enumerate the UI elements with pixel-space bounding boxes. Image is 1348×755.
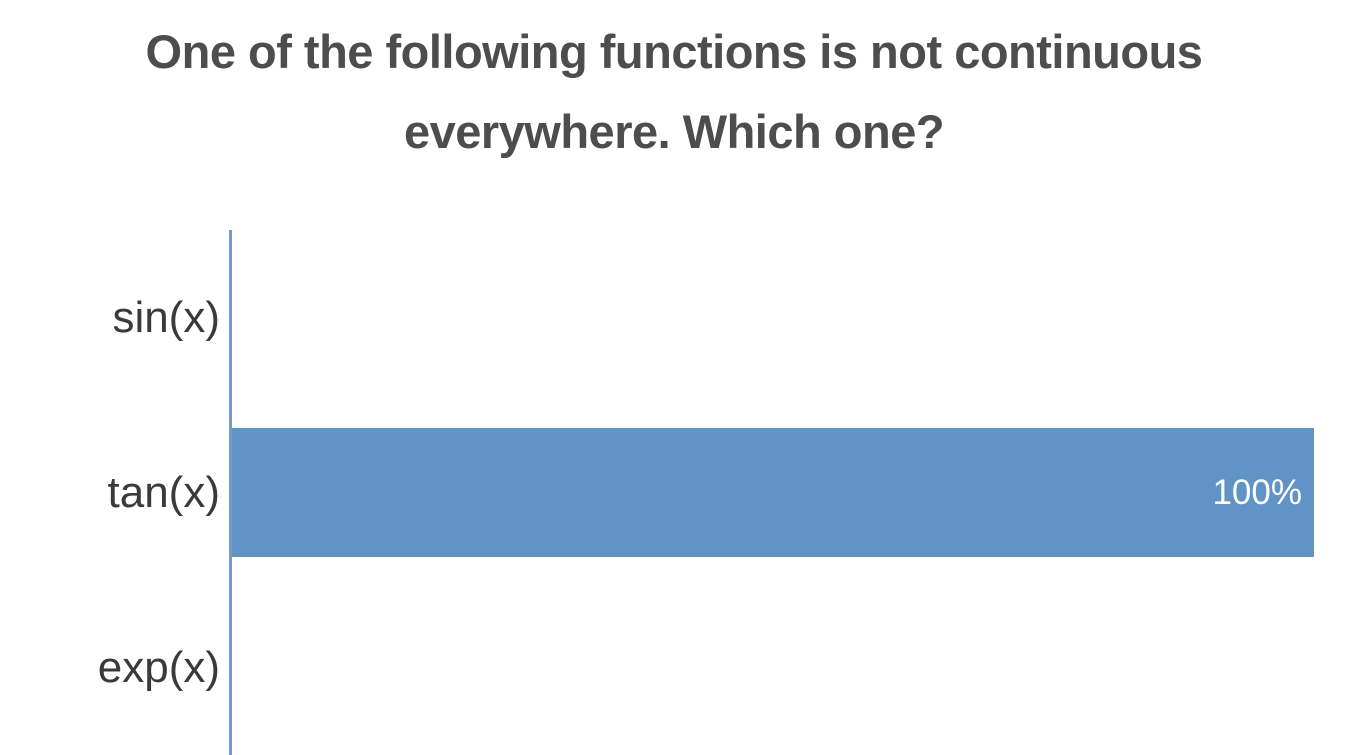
category-label: exp(x): [97, 642, 220, 692]
bar: 100%: [232, 428, 1314, 557]
chart-row: sin(x): [0, 230, 1348, 405]
category-label: sin(x): [112, 292, 220, 342]
bar-track: [232, 253, 1314, 382]
bar-track: [232, 603, 1314, 732]
y-axis-line: [229, 230, 232, 755]
chart-row: exp(x): [0, 580, 1348, 755]
category-label: tan(x): [107, 467, 220, 517]
chart-row: tan(x) 100%: [0, 405, 1348, 580]
value-label: 100%: [1212, 472, 1302, 512]
bar-track: 100%: [232, 428, 1314, 557]
poll-question: One of the following functions is not co…: [0, 12, 1348, 172]
poll-question-line-1: One of the following functions is not co…: [145, 25, 1203, 78]
poll-question-line-2: everywhere. Which one?: [403, 105, 945, 158]
bar-chart: sin(x) tan(x) 100% exp(x): [0, 230, 1348, 755]
